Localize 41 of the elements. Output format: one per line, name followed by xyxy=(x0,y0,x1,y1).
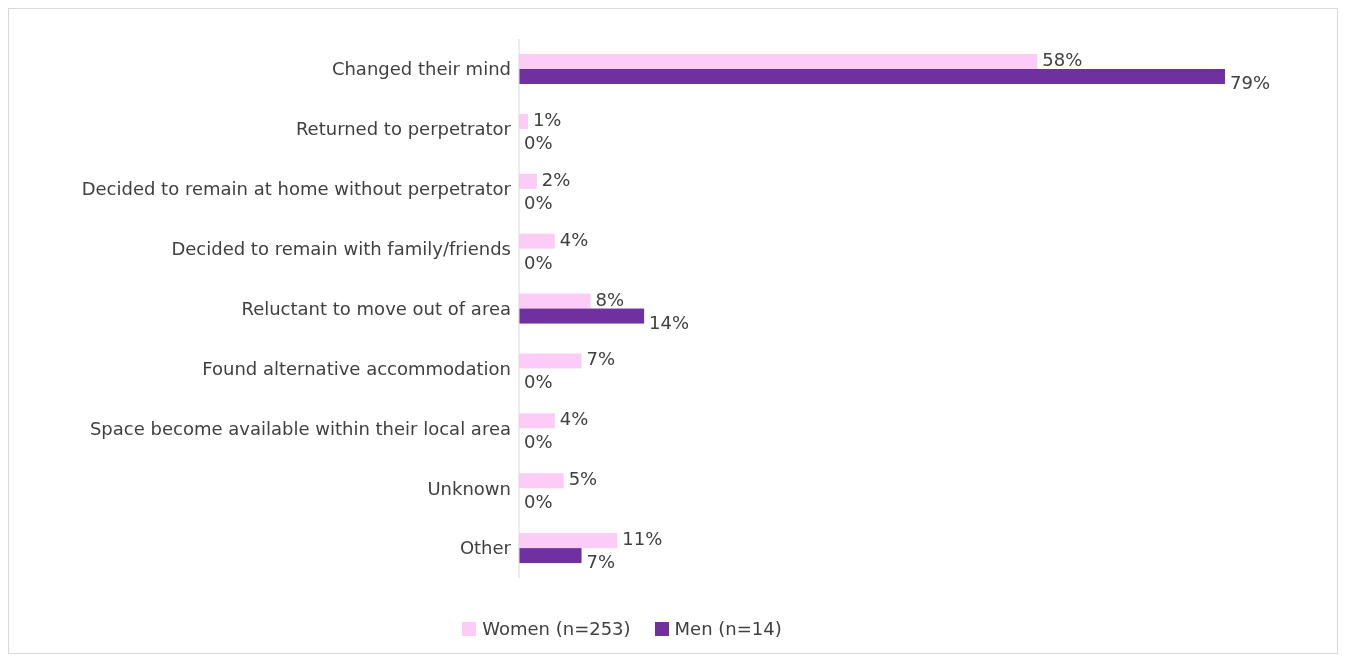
data-label: 0% xyxy=(524,371,553,393)
data-label: 4% xyxy=(559,228,589,250)
y-tick-label: Returned to perpetrator xyxy=(295,118,512,140)
legend-label: Women (n=253) xyxy=(481,618,631,639)
data-label: 0% xyxy=(524,191,553,213)
bar xyxy=(519,353,582,369)
bar xyxy=(519,173,537,189)
data-label: 7% xyxy=(586,551,616,573)
data-label: 0% xyxy=(524,251,553,273)
y-tick-label: Found alternative accommodation xyxy=(202,357,511,379)
bar xyxy=(519,308,645,324)
data-label: 5% xyxy=(568,468,598,490)
bar xyxy=(519,113,528,129)
y-tick-label: Space become available within their local area xyxy=(89,417,511,439)
bar xyxy=(519,413,555,429)
bar xyxy=(519,293,591,309)
y-tick-label: Other xyxy=(459,537,512,559)
bar xyxy=(519,54,1038,69)
y-tick-label: Changed their mind xyxy=(331,58,511,80)
bar xyxy=(519,69,1225,84)
data-label: 4% xyxy=(559,408,589,430)
data-label: 2% xyxy=(541,168,571,190)
legend-label: Men (n=14) xyxy=(673,618,782,639)
bar xyxy=(519,233,555,249)
y-tick-label: Decided to remain at home without perpetrator xyxy=(81,178,512,200)
data-label: 0% xyxy=(524,131,553,153)
data-label: 0% xyxy=(524,491,553,513)
data-label: 0% xyxy=(524,431,553,453)
data-label: 7% xyxy=(586,348,616,370)
data-label: 14% xyxy=(649,311,690,333)
y-tick-label: Reluctant to move out of area xyxy=(241,297,511,319)
data-label: 79% xyxy=(1230,72,1271,93)
y-tick-label: Decided to remain with family/friends xyxy=(171,238,511,259)
bar xyxy=(519,533,618,549)
y-tick-label: Unknown xyxy=(427,477,511,499)
data-label: 58% xyxy=(1042,49,1083,70)
bar xyxy=(519,548,582,564)
bar xyxy=(519,473,564,489)
data-label: 8% xyxy=(595,288,625,310)
data-label: 1% xyxy=(532,108,562,130)
data-label: 11% xyxy=(622,528,663,550)
